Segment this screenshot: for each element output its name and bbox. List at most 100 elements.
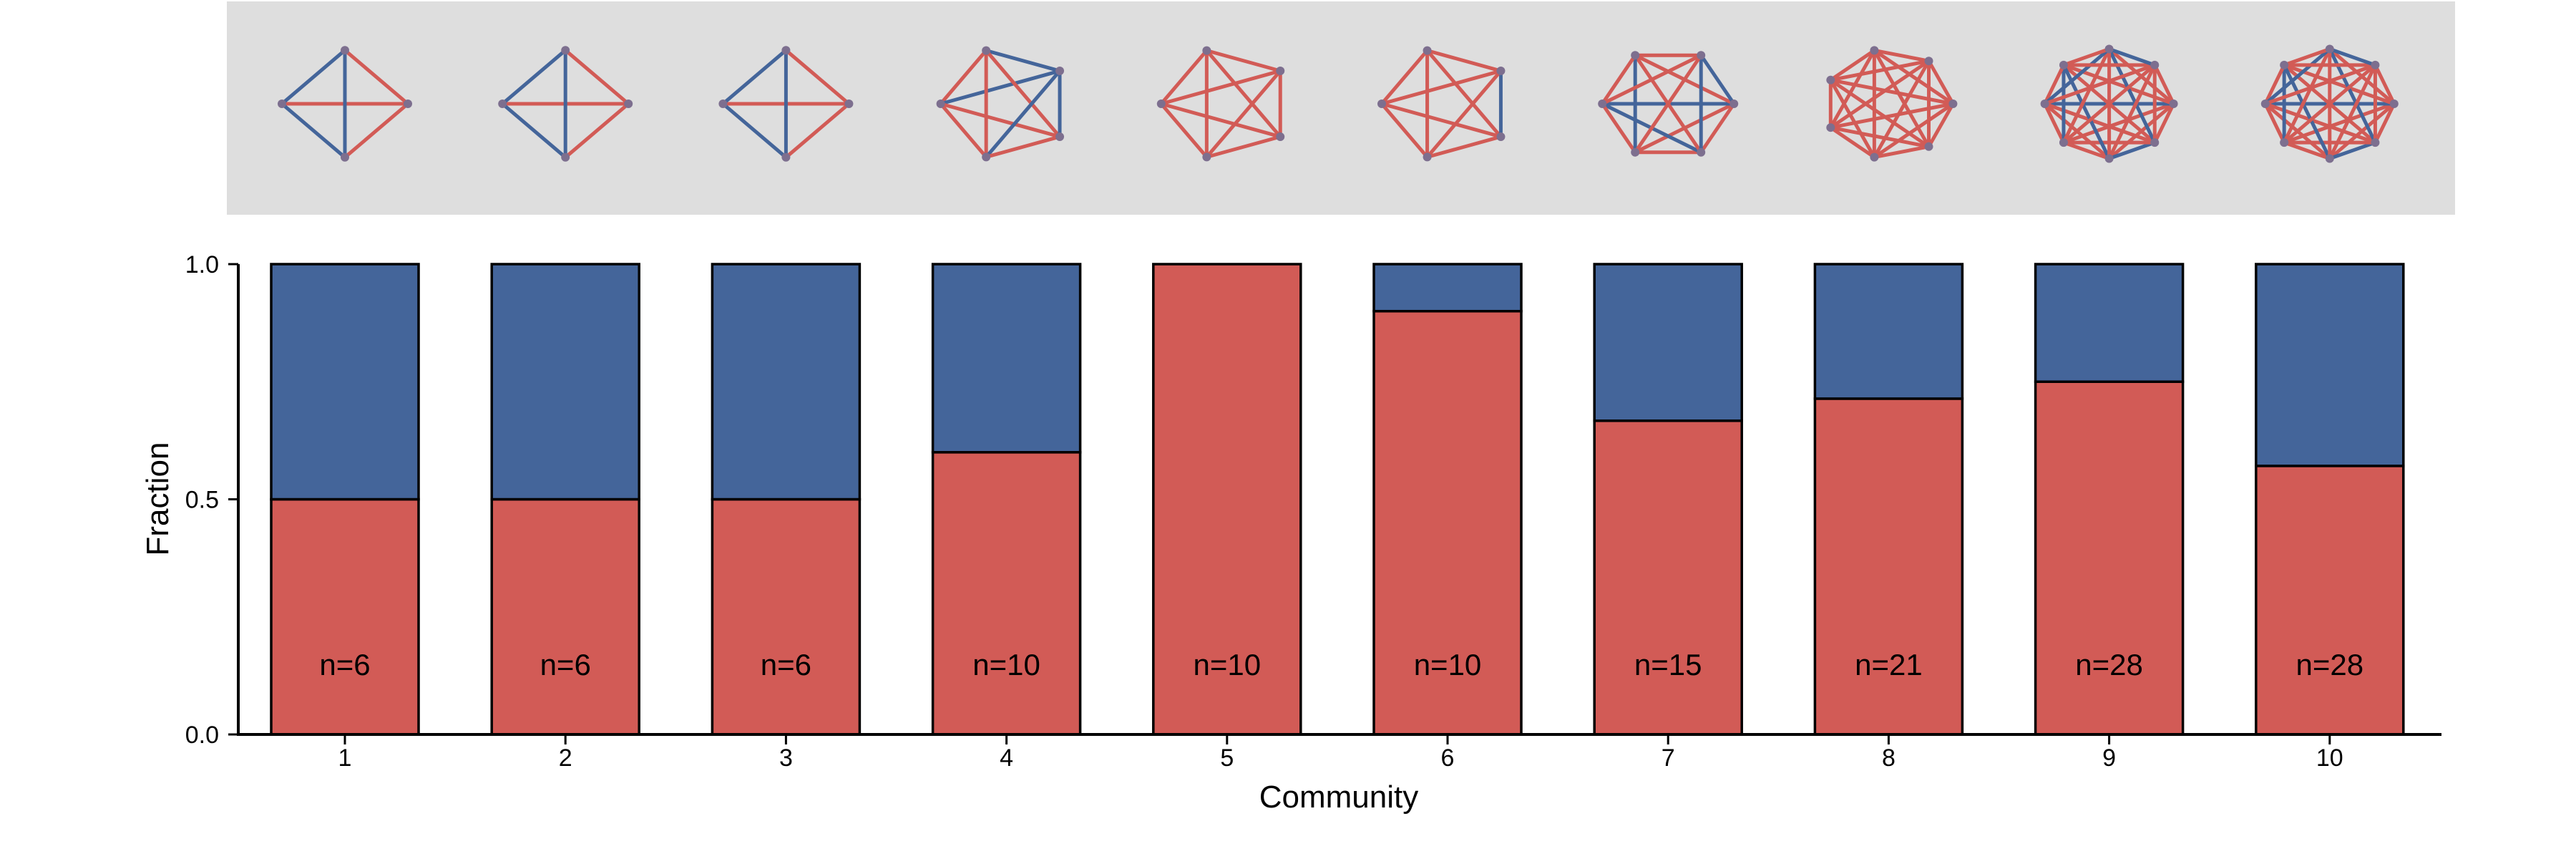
network-diagram-4	[936, 46, 1065, 162]
network-edge	[1601, 54, 1702, 106]
x-tick-label: 6	[1441, 744, 1455, 772]
network-edge	[1381, 69, 1502, 106]
network-node	[561, 46, 570, 55]
bar-count-label: n=6	[319, 648, 370, 681]
network-node	[2059, 138, 2068, 147]
network-edge	[985, 135, 1060, 159]
bar-segment-red-9	[2034, 380, 2185, 736]
network-node	[1202, 46, 1211, 55]
network-edge	[940, 69, 1060, 106]
network-edge	[2263, 102, 2286, 144]
network-edge	[1634, 54, 1703, 154]
bar-segment-red-7	[1593, 419, 1743, 736]
network-edge	[1426, 135, 1502, 159]
network-edge	[2328, 47, 2376, 67]
network-edge	[2043, 102, 2066, 144]
network-node	[1202, 152, 1211, 162]
network-node	[341, 46, 349, 55]
network-edge	[1205, 69, 1282, 158]
network-node	[1423, 152, 1432, 162]
bar-count-label: n=28	[2296, 648, 2363, 681]
network-diagram-3	[718, 46, 854, 162]
network-edge	[1829, 49, 1876, 129]
network-diagram-9	[2040, 44, 2178, 163]
bar-segment-blue-2	[490, 263, 640, 501]
network-node	[2169, 100, 2178, 108]
network-edge	[2152, 64, 2175, 105]
network-node	[1924, 142, 1933, 151]
network-diagram-5	[1156, 46, 1285, 162]
network-node	[1826, 123, 1835, 132]
network-node	[341, 152, 349, 162]
network-node	[1423, 46, 1432, 55]
network-edge	[940, 102, 1060, 139]
network-edge	[1829, 49, 1875, 82]
network-edge	[939, 102, 988, 158]
network-node	[1870, 46, 1879, 55]
network-edge	[343, 102, 409, 159]
network-edge	[1381, 102, 1502, 139]
network-diagrams	[278, 44, 2399, 163]
y-axis-label: Fraction	[140, 442, 175, 556]
bar-segment-red-5	[1152, 263, 1302, 736]
network-edge	[985, 69, 1061, 158]
bar-count-label: n=6	[761, 648, 811, 681]
bar-segment-red-4	[931, 451, 1082, 736]
network-diagram-1	[278, 46, 412, 162]
x-tick-label: 10	[2316, 744, 2343, 772]
network-node	[278, 100, 286, 108]
bars: n=6 n=6 n=6 n=10 n=10 n=10 n=15 n=21 n=28 n=28	[270, 263, 2405, 736]
network-node	[1276, 67, 1285, 76]
network-edge	[1829, 78, 1930, 148]
x-tick-label: 3	[779, 744, 793, 772]
bar-segment-blue-10	[2255, 263, 2405, 467]
network-node	[2260, 100, 2270, 108]
bar-count-label: n=10	[1193, 648, 1261, 681]
network-edge	[2283, 64, 2377, 144]
bar-segment-blue-4	[931, 263, 1082, 454]
plot-area: n=6 n=6 n=6 n=10 n=10 n=10 n=15 n=21 n=28 n=28 0.…	[140, 251, 2441, 815]
network-edge	[1206, 49, 1281, 73]
network-node	[781, 46, 791, 55]
network-node	[1631, 147, 1640, 157]
bar-count-label: n=28	[2075, 648, 2143, 681]
network-edge	[2152, 102, 2175, 144]
network-node	[2150, 60, 2160, 69]
network-node	[2104, 44, 2114, 54]
network-node	[1631, 51, 1640, 60]
network-edge	[343, 49, 409, 105]
network-node	[2059, 60, 2068, 69]
network-edge	[1830, 78, 1953, 106]
bar-count-label: n=6	[540, 648, 591, 681]
network-node	[1697, 51, 1706, 60]
network-edge	[2328, 64, 2377, 160]
network-node	[1948, 100, 1958, 108]
network-edge	[1873, 48, 1929, 63]
bar-segment-red-6	[1372, 309, 1523, 736]
x-tick-label: 1	[338, 744, 352, 772]
network-edge	[1927, 59, 1955, 105]
network-diagram-7	[1598, 51, 1739, 157]
network-node	[936, 100, 945, 108]
y-tick-label: 1.0	[185, 251, 219, 278]
network-node	[1496, 67, 1506, 76]
network-node	[1924, 57, 1933, 66]
network-node	[1055, 132, 1065, 141]
network-edge	[1873, 49, 1931, 148]
network-edge	[1159, 102, 1209, 158]
x-ticks: 1 2 3 4 5 6 7 8 9 10	[338, 734, 2343, 772]
bar-segment-blue-7	[1593, 263, 1743, 422]
y-tick-label: 0.0	[185, 722, 219, 749]
network-edge	[2062, 64, 2156, 144]
x-tick-label: 2	[559, 744, 572, 772]
bar-count-label: n=21	[1855, 648, 1923, 681]
network-edge	[1699, 102, 1736, 154]
network-edge	[721, 102, 788, 159]
network-node	[2040, 100, 2049, 108]
network-edge	[2283, 140, 2331, 160]
bar-segment-blue-6	[1372, 263, 1523, 313]
network-edge	[1161, 69, 1281, 106]
network-edge	[2107, 64, 2157, 160]
bar-count-label: n=10	[1414, 648, 1482, 681]
